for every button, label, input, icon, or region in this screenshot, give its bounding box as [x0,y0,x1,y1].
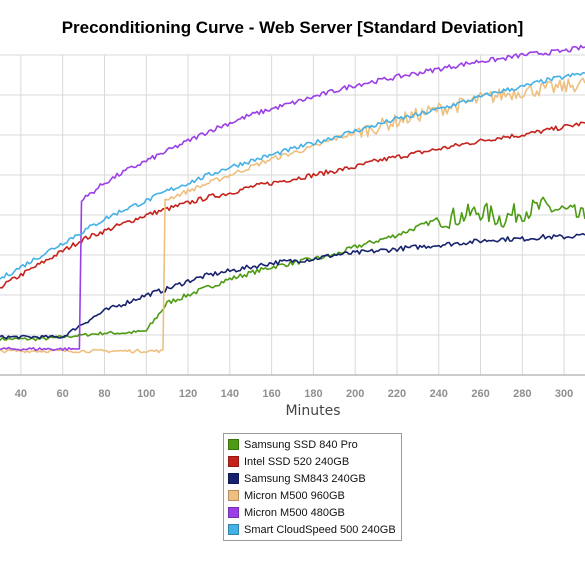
x-tick-label: 260 [471,388,489,400]
legend-item: Samsung SSD 840 Pro [228,436,401,453]
x-tick-label: 280 [513,388,531,400]
legend-item: Intel SSD 520 240GB [228,453,401,470]
legend-label: Smart CloudSpeed 500 240GB [244,523,396,536]
series-line-smart-cloudspeed-500-240gb [0,71,585,280]
x-tick-label: 140 [221,388,239,400]
legend-item: Samsung SM843 240GB [228,470,401,487]
chart-title: Preconditioning Curve - Web Server [Stan… [61,18,524,37]
series-line-micron-m500-480gb [0,44,585,352]
legend-label: Intel SSD 520 240GB [244,455,350,468]
x-tick-label: 300 [555,388,573,400]
x-tick-label: 200 [346,388,364,400]
grid [0,54,585,376]
legend: Samsung SSD 840 Pro Intel SSD 520 240GB Sa… [223,433,402,541]
x-tick-label: 240 [430,388,448,400]
legend-swatch [228,490,239,501]
legend-item: Micron M500 480GB [228,504,401,521]
legend-swatch [228,439,239,450]
legend-swatch [228,473,239,484]
legend-label: Micron M500 960GB [244,489,345,502]
legend-item: Micron M500 960GB [228,487,401,504]
legend-swatch [228,507,239,518]
x-tick-label: 160 [262,388,280,400]
x-tick-label: 120 [179,388,197,400]
series-lines [0,44,585,354]
x-tick-label: 100 [137,388,155,400]
x-axis-ticks: 40 60 80 100 120 140 160 180 200 220 240 260 280 300 [15,388,574,400]
x-tick-label: 40 [15,388,27,400]
legend-swatch [228,524,239,535]
x-tick-label: 80 [98,388,110,400]
legend-label: Micron M500 480GB [244,506,345,519]
x-tick-label: 60 [57,388,69,400]
series-line-samsung-ssd-840-pro [0,196,585,342]
legend-swatch [228,456,239,467]
x-tick-label: 180 [304,388,322,400]
legend-item: Smart CloudSpeed 500 240GB [228,521,401,538]
legend-label: Samsung SSD 840 Pro [244,438,358,451]
x-tick-label: 220 [388,388,406,400]
x-axis-label: Minutes [285,403,341,419]
series-line-samsung-sm843-240gb [0,232,585,340]
chart-plot: 40 60 80 100 120 140 160 180 200 220 240 260 280 300 [0,44,585,400]
legend-label: Samsung SM843 240GB [244,472,366,485]
series-line-intel-ssd-520-240gb [0,121,585,289]
